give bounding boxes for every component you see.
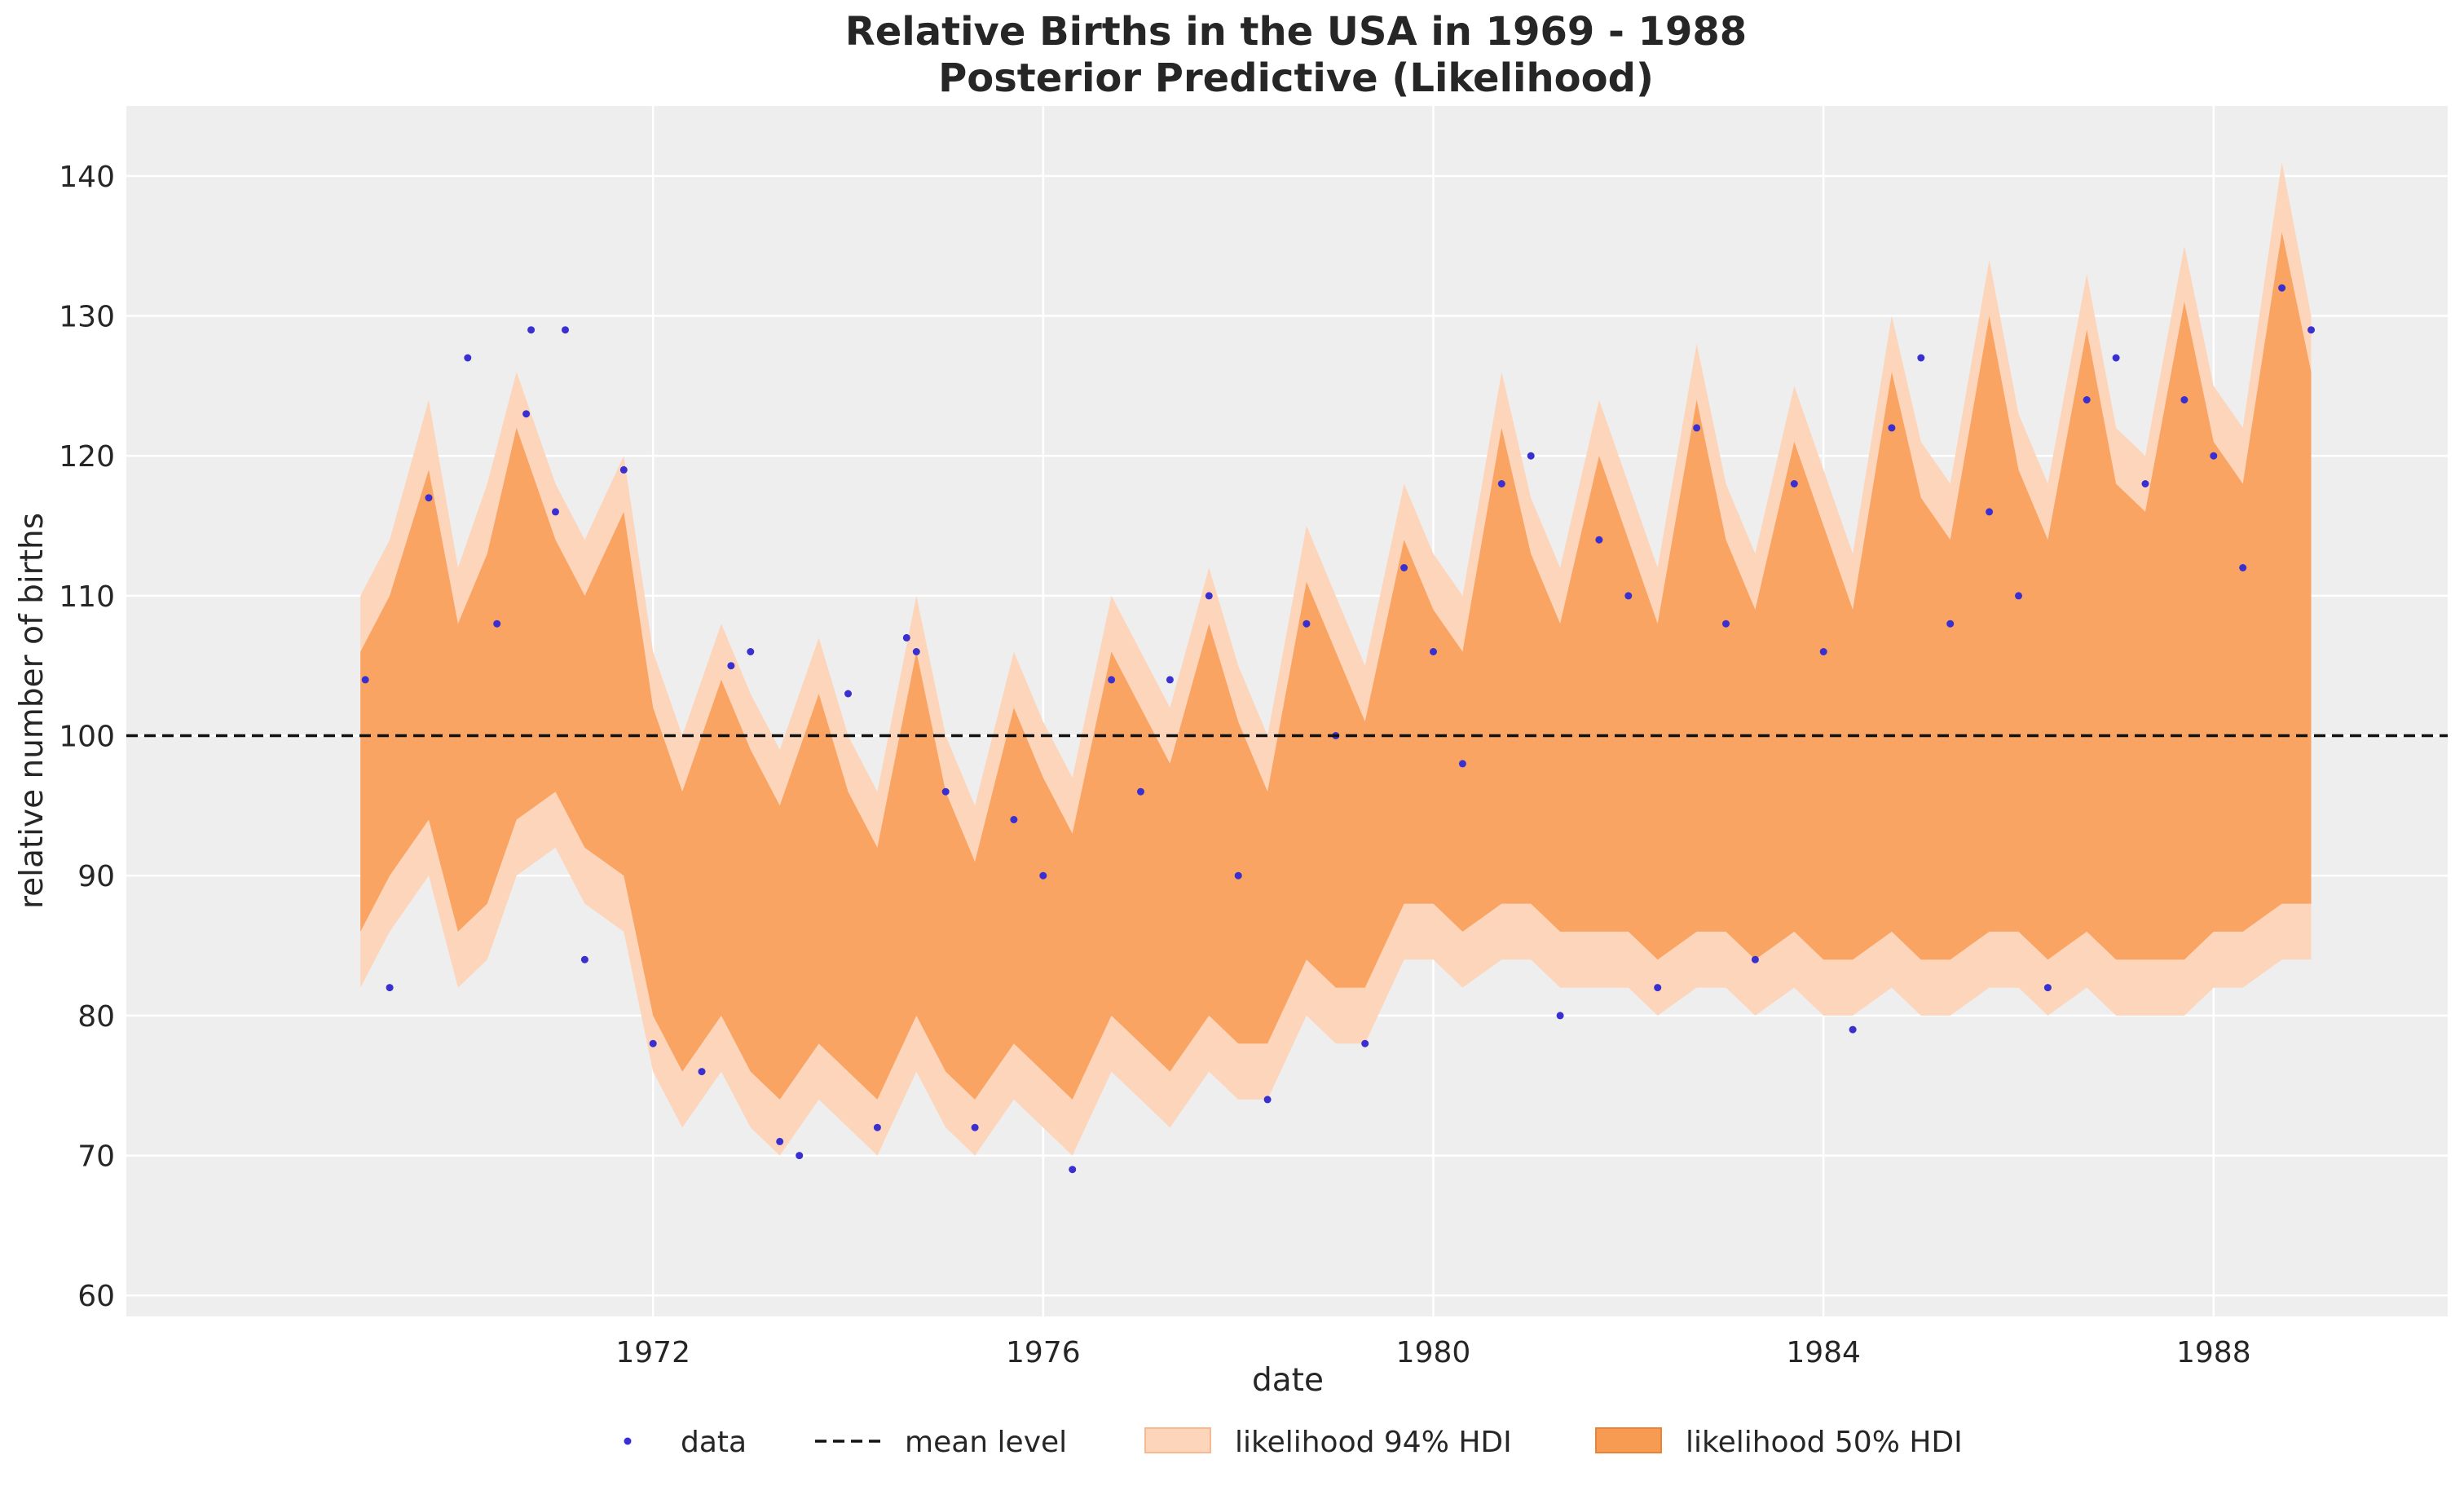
x-axis-label: date — [1252, 1362, 1324, 1399]
data-point — [1849, 1025, 1857, 1034]
chart-title-line-1: Relative Births in the USA in 1969 - 198… — [845, 9, 1747, 55]
y-tick-label: 110 — [59, 580, 115, 614]
data-point — [527, 326, 536, 334]
data-point — [552, 508, 559, 516]
data-point — [1693, 424, 1701, 432]
legend: data mean level likelihood 94% HDI likel… — [624, 1426, 1963, 1459]
data-point — [941, 787, 950, 796]
legend-label-data: data — [681, 1426, 747, 1459]
data-point — [698, 1068, 706, 1076]
data-point — [1946, 620, 1955, 628]
data-point — [464, 354, 472, 362]
data-point — [425, 494, 433, 502]
legend-label-hdi94: likelihood 94% HDI — [1235, 1426, 1512, 1459]
legend-label-hdi50: likelihood 50% HDI — [1686, 1426, 1963, 1459]
data-point — [649, 1039, 657, 1047]
data-point — [727, 662, 735, 670]
data-point — [1819, 648, 1827, 655]
data-point — [1010, 816, 1018, 823]
data-point — [844, 690, 852, 698]
data-point — [493, 620, 501, 628]
data-point — [776, 1137, 784, 1145]
data-point — [1986, 508, 1994, 516]
data-point — [2015, 592, 2022, 600]
data-point — [912, 648, 920, 655]
data-point — [1917, 354, 1925, 362]
data-point — [1263, 1096, 1272, 1104]
y-tick-label: 130 — [59, 301, 115, 334]
x-tick-label: 1980 — [1396, 1336, 1471, 1369]
data-point — [1166, 676, 1174, 684]
data-point — [1234, 871, 1242, 880]
legend-hdi94-swatch — [1144, 1427, 1211, 1453]
data-point — [1624, 592, 1633, 600]
data-point — [1722, 620, 1730, 628]
data-point — [1595, 536, 1603, 544]
y-tick-label: 60 — [77, 1280, 115, 1313]
legend-label-mean: mean level — [905, 1426, 1067, 1459]
data-point — [580, 955, 588, 963]
data-point — [1654, 984, 1662, 992]
data-point — [619, 465, 628, 474]
data-point — [1361, 1039, 1369, 1047]
x-tick-label: 1984 — [1786, 1336, 1861, 1369]
data-point — [1497, 480, 1505, 487]
data-point — [747, 648, 755, 655]
y-tick-label: 140 — [59, 161, 115, 194]
hdi50-band — [360, 231, 2312, 1100]
data-point — [1039, 871, 1047, 880]
y-tick-label: 120 — [59, 440, 115, 474]
legend-hdi50-swatch — [1595, 1427, 1662, 1453]
data-point — [386, 984, 394, 992]
data-point — [1458, 760, 1466, 768]
x-axis-ticks: 1972 1976 1980 1984 1988 — [615, 1336, 2250, 1369]
data-point — [1069, 1166, 1077, 1174]
data-point — [2083, 396, 2091, 403]
data-point — [2112, 354, 2120, 362]
data-point — [902, 633, 910, 642]
data-point — [1751, 955, 1759, 963]
data-point — [1400, 564, 1408, 571]
x-tick-label: 1972 — [615, 1336, 690, 1369]
y-tick-label: 70 — [77, 1140, 115, 1174]
hdi-bands — [360, 161, 2312, 1156]
data-point — [2141, 480, 2149, 487]
data-point — [971, 1123, 979, 1131]
data-point — [2210, 452, 2218, 460]
data-point — [2043, 984, 2052, 992]
y-tick-label: 80 — [77, 1000, 115, 1034]
data-point — [1108, 676, 1116, 684]
x-tick-label: 1976 — [1006, 1336, 1081, 1369]
data-point — [361, 676, 369, 684]
legend-data-marker — [624, 1437, 632, 1445]
chart-title-line-2: Posterior Predictive (Likelihood) — [938, 55, 1654, 101]
data-point — [1205, 592, 1213, 600]
y-axis-label: relative number of births — [14, 513, 51, 909]
data-point — [1303, 620, 1311, 628]
data-point — [2278, 284, 2286, 292]
data-point — [1430, 648, 1437, 655]
data-point — [562, 326, 569, 334]
data-point — [1137, 787, 1144, 796]
data-points — [361, 284, 2315, 1174]
y-tick-label: 90 — [77, 860, 115, 893]
data-point — [2308, 326, 2315, 334]
data-point — [873, 1123, 881, 1131]
data-point — [2239, 564, 2247, 571]
data-point — [1888, 424, 1896, 432]
y-axis-ticks: 60 70 80 90 100 110 120 130 140 — [59, 161, 115, 1313]
data-point — [522, 410, 531, 418]
data-point — [1556, 1012, 1564, 1020]
data-point — [1790, 480, 1798, 487]
y-tick-label: 100 — [59, 721, 115, 754]
data-point — [1527, 452, 1535, 460]
data-point — [2180, 396, 2189, 403]
x-tick-label: 1988 — [2176, 1336, 2251, 1369]
data-point — [796, 1152, 804, 1160]
